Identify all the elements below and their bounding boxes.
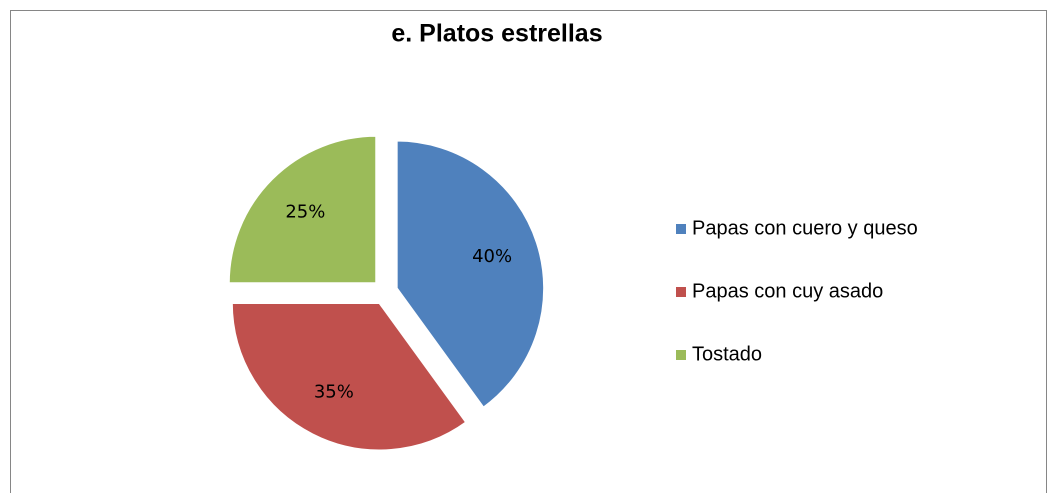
chart-frame [10,10,1047,493]
pie-slice [395,139,546,410]
data-label: 40% [472,246,512,267]
legend-swatch [676,224,686,234]
legend-label: Papas con cuero y queso [692,217,918,239]
legend-label: Papas con cuy asado [692,280,883,302]
data-label: 25% [285,201,325,222]
chart-title: e. Platos estrellas [391,20,602,48]
legend-swatch [676,350,686,360]
pie-slice [230,301,469,452]
legend-label: Tostado [692,343,762,365]
pie-slice [227,134,378,285]
legend-swatch [676,287,686,297]
data-label: 35% [314,381,354,402]
